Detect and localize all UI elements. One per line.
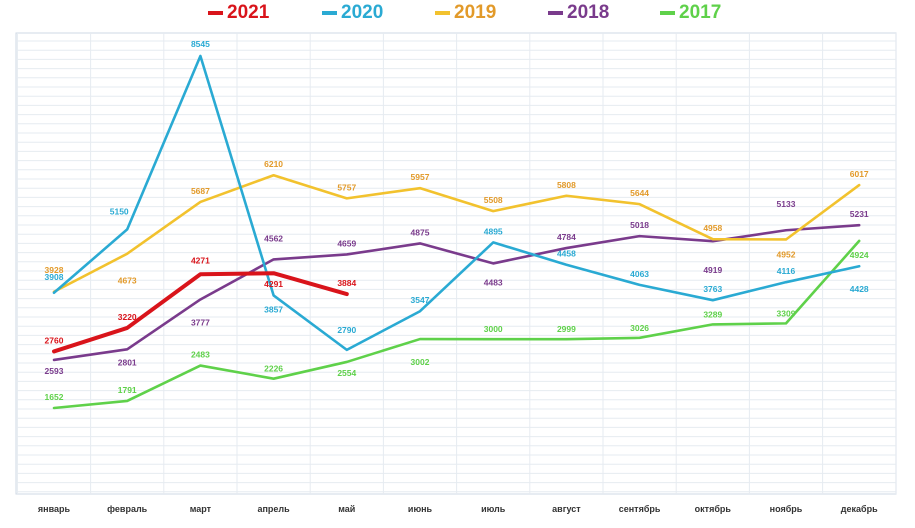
data-label-2021: 4271 <box>191 255 210 265</box>
series-line-2019 <box>52 173 861 294</box>
data-label-2019: 4952 <box>777 249 796 259</box>
data-label-2020: 3763 <box>703 284 722 294</box>
x-tick-label: ноябрь <box>770 504 803 514</box>
x-tick-label: июнь <box>408 504 433 514</box>
data-label-2017: 3002 <box>411 357 430 367</box>
data-label-2020: 3908 <box>45 272 64 282</box>
legend-item-2020: 2020 <box>322 2 383 24</box>
gridlines <box>16 33 897 494</box>
series-2020 <box>52 54 861 352</box>
data-label-2019: 5757 <box>337 182 356 192</box>
series-2021 <box>52 271 349 354</box>
data-label-2017: 2999 <box>557 324 576 334</box>
data-label-2020: 2790 <box>337 325 356 335</box>
series-2019 <box>52 173 861 294</box>
x-tick-label: август <box>552 504 581 514</box>
data-label-2020: 4428 <box>850 284 869 294</box>
data-label-2017: 4924 <box>850 250 869 260</box>
data-label-2018: 4562 <box>264 233 283 243</box>
data-label-2018: 4784 <box>557 232 576 242</box>
data-label-2018: 2801 <box>118 357 137 367</box>
data-label-2018: 4483 <box>484 277 503 287</box>
data-label-2021: 3220 <box>118 312 137 322</box>
data-label-2017: 3289 <box>703 309 722 319</box>
data-label-2019: 4673 <box>118 276 137 286</box>
data-labels-2021: 2760 3220 4271 4291 3884 <box>45 255 357 345</box>
x-tick-label: май <box>338 504 355 514</box>
data-label-2020: 5150 <box>110 206 129 216</box>
data-label-2019: 4958 <box>703 223 722 233</box>
x-tick-label: октябрь <box>695 504 732 514</box>
data-label-2017: 3026 <box>630 323 649 333</box>
data-label-2019: 5957 <box>411 172 430 182</box>
plot-area <box>15 32 897 495</box>
data-label-2021: 2760 <box>45 335 64 345</box>
legend-label-2019: 2019 <box>454 2 497 23</box>
data-labels-2018: 2593 2801 3777 4562 4659 4875 4483 4784 5018 4919… <box>45 199 869 376</box>
x-tick-label: январь <box>38 504 71 514</box>
legend-swatch-2017 <box>660 11 675 15</box>
data-label-2018: 5133 <box>777 199 796 209</box>
data-label-2017: 2483 <box>191 350 210 360</box>
legend-label-2021: 2021 <box>227 2 270 23</box>
data-label-2017: 2226 <box>264 364 283 374</box>
x-tick-label: сентябрь <box>619 504 661 514</box>
data-label-2020: 4458 <box>557 249 576 259</box>
data-label-2019: 5508 <box>484 195 503 205</box>
data-labels-2017: 1652 1791 2483 2226 2554 3002 3000 2999 3026 3289… <box>45 250 869 402</box>
data-label-2018: 5231 <box>850 209 869 219</box>
series-line-2017 <box>52 239 861 410</box>
legend-swatch-2020 <box>322 11 337 15</box>
legend-swatch-2018 <box>548 11 563 15</box>
data-label-2018: 4659 <box>337 238 356 248</box>
legend-label-2020: 2020 <box>341 2 384 23</box>
data-label-2018: 4919 <box>703 265 722 275</box>
data-label-2019: 5687 <box>191 186 210 196</box>
series-2017 <box>52 239 861 410</box>
legend-label-2018: 2018 <box>567 2 610 23</box>
x-tick-label: апрель <box>257 504 290 514</box>
data-label-2017: 3309 <box>777 308 796 318</box>
data-label-2017: 3000 <box>484 324 503 334</box>
data-label-2021: 3884 <box>337 278 356 288</box>
legend-label-2017: 2017 <box>679 2 722 23</box>
data-label-2018: 4875 <box>411 227 430 237</box>
data-label-2020: 3547 <box>411 295 430 305</box>
data-label-2018: 3777 <box>191 317 210 327</box>
data-label-2018: 2593 <box>45 366 64 376</box>
data-labels-2019: 3928 4673 5687 6210 5757 5957 5508 5808 5644 4958… <box>45 159 869 285</box>
data-label-2017: 1791 <box>118 385 137 395</box>
data-label-2018: 5018 <box>630 220 649 230</box>
legend-swatch-2019 <box>435 11 450 15</box>
data-label-2020: 4063 <box>630 269 649 279</box>
x-tick-label: февраль <box>107 504 148 514</box>
legend-item-2021: 2021 <box>208 2 269 24</box>
legend-swatch-2021 <box>208 11 223 15</box>
data-label-2019: 5644 <box>630 188 649 198</box>
data-label-2019: 6017 <box>850 169 869 179</box>
data-label-2021: 4291 <box>264 279 283 289</box>
x-tick-label: декабрь <box>841 504 878 514</box>
data-label-2020: 3857 <box>264 304 283 314</box>
legend-item-2017: 2017 <box>660 2 721 24</box>
legend-item-2018: 2018 <box>548 2 609 24</box>
data-label-2017: 1652 <box>45 392 64 402</box>
data-label-2020: 8545 <box>191 39 210 49</box>
data-label-2020: 4895 <box>484 226 503 236</box>
series-line-2020 <box>52 54 861 352</box>
legend-item-2019: 2019 <box>435 2 496 24</box>
chart-legend: 2021 2020 2019 2018 2017 <box>0 2 915 28</box>
data-label-2017: 2554 <box>337 368 356 378</box>
x-tick-label: март <box>190 504 212 514</box>
x-tick-label: июль <box>481 504 506 514</box>
data-label-2019: 3928 <box>45 265 64 275</box>
data-label-2020: 4116 <box>777 266 796 276</box>
data-label-2019: 6210 <box>264 159 283 169</box>
data-labels-2020: 3908 5150 8545 3857 2790 3547 4895 4458 4063 3763… <box>45 39 869 335</box>
data-label-2019: 5808 <box>557 180 576 190</box>
